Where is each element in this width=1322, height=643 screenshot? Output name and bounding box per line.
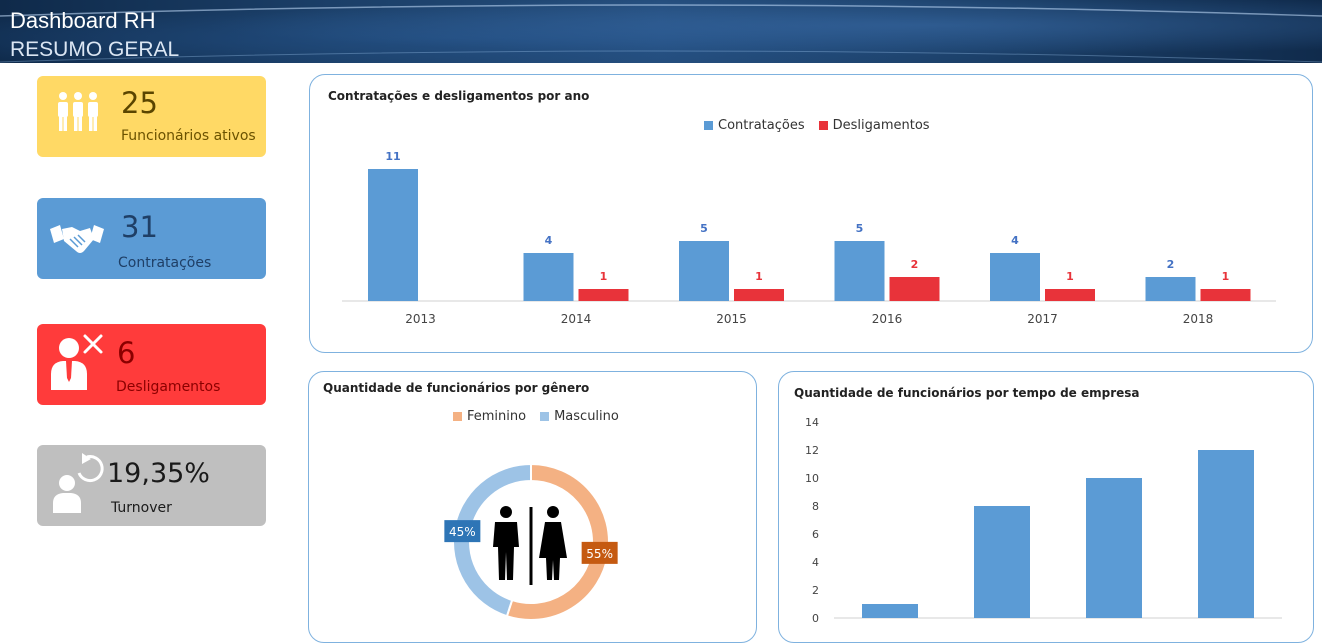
kpi-card-terminations: 6 Desligamentos [37,324,266,405]
y-tick-label: 14 [805,416,819,429]
x-tick-label: 2015 [716,312,747,326]
bar-tenure [1086,478,1142,618]
y-tick-label: 10 [805,472,819,485]
bar-terminations [889,277,940,301]
y-tick-label: 4 [812,556,819,569]
bar-hires [1145,277,1196,301]
chart-title: Quantidade de funcionários por gênero [323,381,590,395]
people-group-icon [58,92,98,131]
data-label: 55% [586,547,613,561]
bar-tenure [974,506,1030,618]
bar-terminations [1200,289,1251,301]
bar-chart-tenure: 0 2 4 6 8 10 12 14 [805,416,1282,625]
chart-panel-hires-terminations: Contratações e desligamentos por ano Con… [309,74,1313,353]
kpi-label: Funcionários ativos [121,128,256,144]
y-tick-label: 0 [812,612,819,625]
header-banner: Dashboard RH RESUMO GERAL [0,0,1322,63]
kpi-card-hires: 31 Contratações [37,198,266,279]
kpi-value: 19,35% [107,458,210,489]
bar-terminations [734,289,784,301]
employee-removed-icon [51,334,103,390]
data-label: 2 [1167,258,1175,271]
data-label: 5 [856,222,864,235]
data-label: 4 [545,234,553,247]
female-head [547,506,559,518]
x-tick-label: 2013 [405,312,436,326]
legend-label: Feminino [467,409,527,424]
legend-label: Desligamentos [832,118,930,133]
y-tick-label: 2 [812,584,819,597]
female-body [539,522,567,580]
kpi-label: Contratações [118,255,212,271]
data-label: 11 [385,150,400,163]
handshake-icon [50,225,104,253]
data-label: 1 [755,270,763,283]
donut-slice-male [452,462,532,618]
male-body [493,522,519,580]
legend-label: Contratações [718,118,805,133]
employee-refresh-icon [53,453,104,513]
legend-swatch [704,121,713,130]
chart-legend: Feminino Masculino [453,409,633,424]
legend-item-male: Masculino [540,409,619,424]
data-label: 4 [1011,234,1019,247]
data-label: 1 [600,270,608,283]
data-label: 1 [1066,270,1074,283]
donut-data-label: 45% [444,520,481,543]
x-tick-label: 2014 [561,312,592,326]
divider-line [529,507,533,585]
data-label: 5 [700,222,708,235]
y-tick-label: 12 [805,444,819,457]
bar-hires [368,169,418,301]
header-decoration [0,4,1322,63]
legend-label: Masculino [554,409,619,424]
kpi-card-turnover: 19,35% Turnover [37,445,266,526]
page-title: Dashboard RH [10,8,156,33]
donut-chart-gender: 55% 45% [444,462,618,621]
chart-title: Quantidade de funcionários por tempo de … [794,386,1140,400]
bar-tenure [1198,450,1254,618]
kpi-value: 31 [121,210,158,244]
bar-terminations [578,289,629,301]
bar-hires [990,253,1040,301]
chart-panel-tenure: Quantidade de funcionários por tempo de … [778,371,1314,643]
data-label: 2 [911,258,919,271]
male-head [500,506,512,518]
data-label-box [581,541,618,564]
bar-chart-hires-terminations: 11 2013 4 1 2014 5 1 2015 5 2 2016 4 1 2017 2 1 2018 [342,150,1276,326]
x-tick-label: 2017 [1027,312,1058,326]
x-tick-label: 2016 [872,312,903,326]
bar-hires [523,253,574,301]
page-subtitle: RESUMO GERAL [10,38,180,61]
donut-data-label: 55% [581,541,618,564]
chart-title: Contratações e desligamentos por ano [328,89,590,103]
kpi-value: 6 [117,336,136,370]
kpi-card-active-employees: 25 Funcionários ativos [37,76,266,157]
chart-legend: Contratações Desligamentos [704,118,944,133]
legend-item-hires: Contratações [704,118,805,133]
data-label-box [444,520,481,543]
bar-hires [679,241,729,301]
legend-item-terminations: Desligamentos [818,118,930,133]
bar-tenure [862,604,918,618]
legend-item-female: Feminino [453,409,526,424]
data-label: 1 [1222,270,1230,283]
y-tick-label: 6 [812,528,819,541]
x-tick-label: 2018 [1183,312,1214,326]
kpi-label: Turnover [111,500,172,516]
kpi-label: Desligamentos [116,379,221,395]
male-female-restroom-icon [493,506,567,585]
bar-hires [834,241,885,301]
legend-swatch [818,121,828,130]
chart-panel-gender: Quantidade de funcionários por gênero Fe… [308,371,757,643]
bar-terminations [1045,289,1095,301]
kpi-value: 25 [121,86,158,120]
data-label: 45% [449,525,476,539]
legend-swatch [540,412,550,421]
legend-swatch [453,412,462,421]
y-tick-label: 8 [812,500,819,513]
